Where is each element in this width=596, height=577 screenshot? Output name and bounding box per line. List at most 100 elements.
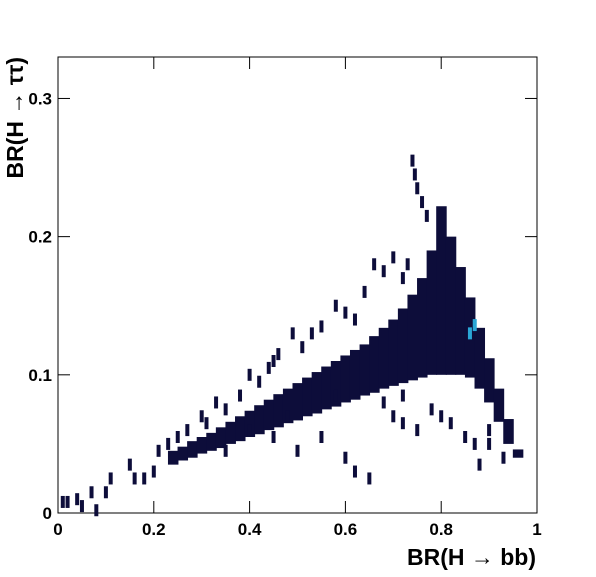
bin [381,265,386,278]
bin [439,410,444,423]
bin [472,319,477,332]
bin [151,465,156,478]
bin [343,451,348,464]
bin [467,327,472,340]
bin [94,504,99,517]
x-tick-label: 0.6 [334,520,358,539]
bin [108,472,113,485]
y-tick-label: 0.2 [28,228,52,247]
dense-bin-column [254,405,265,435]
dense-bin-column [407,294,418,381]
dense-bin-column [455,267,466,375]
bin [142,472,147,485]
bin [319,320,324,333]
plot-frame [57,56,538,514]
bin [400,417,405,430]
bin [391,410,396,423]
dense-bin-column [493,388,505,422]
dense-bin-column [512,449,524,458]
x-tick-label: 0.4 [238,520,262,539]
bin [247,424,252,437]
dense-bin-column [282,388,294,424]
bin [333,389,338,402]
bin [127,458,132,471]
bin [424,209,429,222]
dense-bin-column [369,336,380,393]
bin [343,306,348,319]
bin [448,417,453,430]
dense-bin-column [273,394,284,428]
bin [285,410,290,423]
bin [223,403,228,416]
bin [79,500,84,513]
bin [472,437,477,450]
bin [257,375,262,388]
bin [333,299,338,312]
bin [132,472,137,485]
dense-bin-column [330,361,342,407]
bin [89,486,94,499]
dense-bin-column [484,358,495,403]
bin [276,348,281,361]
bin [204,417,209,430]
y-tick-label: 0.3 [28,89,52,108]
bin [156,444,161,457]
bin [175,431,180,443]
bin [405,258,410,271]
bin [463,431,468,443]
bin [65,495,70,508]
bin [352,465,357,478]
bin [295,444,300,457]
bin [400,272,405,285]
dense-bin-column [340,355,351,403]
bin [60,495,65,508]
bin [103,486,108,499]
bin [372,258,377,271]
dense-bin-column [292,383,303,421]
bin [290,327,295,340]
dense-bin-column [503,419,514,444]
bin [410,154,415,167]
bin [166,437,171,450]
bin [477,458,482,471]
x-tick-label: 1 [532,520,541,539]
dense-bin-column [474,327,486,389]
bin [367,472,372,485]
bin [391,251,396,264]
dense-bin-column [167,450,179,465]
bin [415,424,420,437]
dense-bin-column [359,344,371,396]
bin [420,196,425,209]
dense-bin-column [388,319,399,386]
dense-bin-column [321,366,332,410]
x-axis-title: BR(H → bb) [407,544,536,570]
dense-bin-column [235,416,246,442]
bin [271,355,276,367]
dense-bin-column [263,399,275,431]
bin [309,327,314,340]
bin [487,424,492,437]
bin [185,424,190,437]
bin [400,389,405,402]
bin [487,437,492,450]
bin [247,368,252,381]
bin [75,493,80,506]
dense-bin-column [349,349,361,400]
bin [319,431,324,443]
x-tick-label: 0.8 [429,520,453,539]
bin [238,389,243,402]
x-tick-label: 0.2 [142,520,166,539]
dense-bin-column [215,427,227,449]
dense-bin-column [225,421,236,444]
x-tick-label: 0 [53,520,62,539]
bin [214,396,219,409]
bin [199,410,204,423]
dense-bin-column [196,437,208,454]
dense-bin-column [378,327,390,389]
bin [412,168,417,181]
dense-bin-column [244,410,256,437]
dense-bin-column [206,432,217,451]
bin [300,341,305,354]
dense-bin-column [187,441,198,458]
